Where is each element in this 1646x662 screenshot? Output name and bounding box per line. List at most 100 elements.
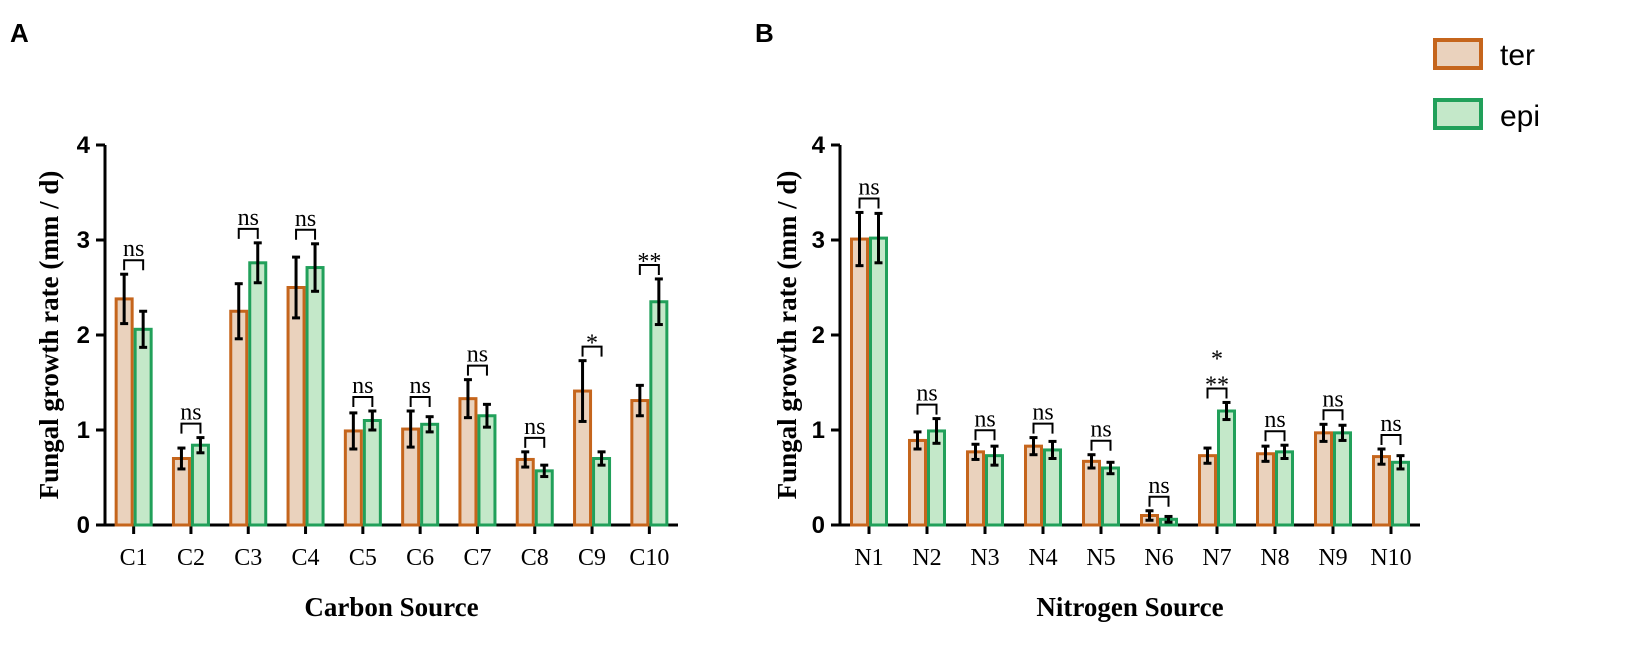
significance-bracket bbox=[1206, 387, 1228, 399]
bar-epi bbox=[927, 429, 946, 527]
significance-bracket bbox=[1090, 439, 1112, 451]
legend-swatch-ter bbox=[1433, 38, 1483, 70]
y-axis-title: Fungal growth rate (mm / d) bbox=[34, 171, 64, 500]
significance-label: ns bbox=[858, 174, 879, 200]
significance-label: ns bbox=[295, 206, 316, 232]
legend-label-epi: epi bbox=[1500, 100, 1540, 133]
legend-swatch-epi bbox=[1433, 98, 1483, 130]
significance-bracket bbox=[352, 396, 374, 407]
significance-bracket bbox=[1322, 409, 1344, 421]
significance-bracket bbox=[180, 422, 202, 434]
x-tick-label: C9 bbox=[578, 545, 606, 571]
bar-epi bbox=[133, 327, 153, 527]
significance-bracket bbox=[638, 263, 660, 275]
y-tick-label: 0 bbox=[77, 512, 90, 539]
bar-epi bbox=[248, 261, 268, 527]
legend: ter epi bbox=[1433, 38, 1540, 133]
x-tick-label: N6 bbox=[1144, 545, 1173, 571]
bar-epi bbox=[190, 443, 210, 527]
bar-epi bbox=[1333, 431, 1352, 527]
significance-label: ns bbox=[123, 236, 144, 262]
x-tick-label: C1 bbox=[120, 545, 148, 571]
x-tick-label: N8 bbox=[1260, 545, 1289, 571]
significance-label: * bbox=[1211, 346, 1223, 372]
significance-label: ns bbox=[352, 373, 373, 399]
bar-epi bbox=[305, 266, 325, 527]
bar-ter bbox=[229, 309, 249, 527]
significance-bracket bbox=[1148, 495, 1170, 507]
significance-bracket bbox=[466, 364, 488, 376]
bar-epi bbox=[1275, 450, 1294, 527]
x-tick-label: N1 bbox=[854, 545, 883, 571]
bar-ter bbox=[1314, 431, 1333, 527]
significance-bracket bbox=[581, 345, 603, 357]
bar-epi bbox=[592, 457, 612, 527]
bar-ter bbox=[850, 237, 869, 527]
panel-b-label: B bbox=[755, 18, 774, 48]
bar-ter bbox=[1372, 455, 1391, 527]
y-axis-title: Fungal growth rate (mm / d) bbox=[772, 171, 802, 500]
significance-label: ns bbox=[180, 400, 201, 426]
bar-epi bbox=[1101, 466, 1120, 527]
x-axis-title: Carbon Source bbox=[304, 592, 478, 622]
significance-label: ns bbox=[916, 381, 937, 407]
bar-ter bbox=[630, 399, 650, 527]
significance-label: ns bbox=[1322, 386, 1343, 412]
significance-label: ns bbox=[1380, 411, 1401, 437]
significance-label: * bbox=[586, 331, 598, 357]
y-tick-label: 3 bbox=[812, 227, 825, 254]
significance-bracket bbox=[524, 436, 546, 448]
significance-bracket bbox=[974, 429, 996, 441]
bar-epi bbox=[869, 236, 888, 527]
y-tick-label: 4 bbox=[77, 132, 91, 159]
bar-epi bbox=[477, 414, 497, 527]
bar-ter bbox=[966, 450, 985, 527]
bar-ter bbox=[908, 438, 927, 527]
bar-ter bbox=[114, 297, 134, 527]
y-tick-label: 3 bbox=[77, 227, 90, 254]
bar-epi bbox=[649, 300, 669, 527]
x-tick-label: N3 bbox=[970, 545, 999, 571]
significance-bracket bbox=[1264, 430, 1286, 442]
significance-label: ns bbox=[974, 406, 995, 432]
x-tick-label: N4 bbox=[1028, 545, 1057, 571]
bar-epi bbox=[420, 422, 440, 527]
x-tick-label: C3 bbox=[234, 545, 262, 571]
significance-label: ns bbox=[467, 342, 488, 368]
y-tick-label: 2 bbox=[812, 322, 825, 349]
chart-nitrogen-source: 0 1 2 3 4 Fungal growth rate (mm / d) Nitrogen… bbox=[772, 132, 1420, 622]
x-axis-title: Nitrogen Source bbox=[1036, 592, 1223, 622]
significance-bracket bbox=[295, 228, 317, 240]
significance-label: ns bbox=[1264, 407, 1285, 433]
y-tick-label: 2 bbox=[77, 322, 90, 349]
bar-epi bbox=[1217, 409, 1236, 527]
bar-ter bbox=[1024, 444, 1043, 527]
bar-ter bbox=[286, 286, 306, 527]
bar-ter bbox=[1198, 454, 1217, 527]
significance-bracket bbox=[409, 396, 431, 407]
panel-a-label: A bbox=[10, 18, 29, 48]
significance-bracket bbox=[1380, 434, 1402, 445]
legend-label-ter: ter bbox=[1500, 39, 1535, 72]
x-tick-label: N7 bbox=[1202, 545, 1231, 571]
chart-carbon-source: 0 1 2 3 4 Fungal growth rate (mm / d) Carbon S… bbox=[34, 132, 678, 622]
significance-label: ns bbox=[409, 373, 430, 399]
significance-label: ns bbox=[238, 205, 259, 231]
x-tick-label: C10 bbox=[629, 545, 669, 571]
x-tick-label: C4 bbox=[292, 545, 320, 571]
significance-bracket bbox=[123, 259, 145, 271]
x-tick-label: N5 bbox=[1086, 545, 1115, 571]
x-tick-label: N10 bbox=[1370, 545, 1411, 571]
bar-epi bbox=[362, 419, 382, 527]
y-tick-label: 1 bbox=[812, 417, 825, 444]
significance-bracket bbox=[858, 197, 880, 209]
bar-epi bbox=[1043, 448, 1062, 527]
significance-bracket bbox=[916, 403, 938, 415]
significance-label: ns bbox=[524, 414, 545, 440]
significance-label: ** bbox=[1205, 372, 1229, 398]
bar-epi bbox=[1391, 460, 1410, 527]
significance-label: ns bbox=[1032, 400, 1053, 426]
x-tick-label: N2 bbox=[912, 545, 941, 571]
x-tick-label: C6 bbox=[406, 545, 434, 571]
